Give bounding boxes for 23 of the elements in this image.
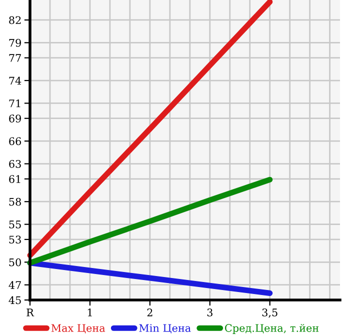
y-tick-label: 50 <box>9 258 21 266</box>
y-tick-label: 61 <box>9 175 20 184</box>
y-tick-label: 45 <box>8 296 21 304</box>
y-tick-label: 82 <box>9 16 21 24</box>
y-tick-label: 55 <box>9 220 21 228</box>
x-tick-label: 3 <box>207 308 212 316</box>
y-tick-label: 69 <box>9 114 21 122</box>
legend-label: Max Цена <box>51 324 106 334</box>
y-tick-label: 63 <box>9 160 21 168</box>
legend-label: Min Цена <box>139 324 191 334</box>
y-tick-label: 58 <box>9 198 21 206</box>
y-tick-label: 66 <box>9 137 22 146</box>
x-tick-label: 3,5 <box>262 308 278 318</box>
x-tick-label: 2 <box>147 308 152 316</box>
y-tick-label: 79 <box>9 38 21 47</box>
x-tick-label: 1 <box>88 308 92 316</box>
y-tick-label: 53 <box>9 236 21 244</box>
y-tick-label: 47 <box>8 281 21 289</box>
x-tick-label: R <box>26 308 34 316</box>
y-tick-label: 77 <box>9 54 21 62</box>
legend-label: Сред.Цена, т.йен <box>225 324 319 334</box>
y-tick-label: 71 <box>9 99 20 108</box>
y-tick-label: 74 <box>9 76 22 84</box>
